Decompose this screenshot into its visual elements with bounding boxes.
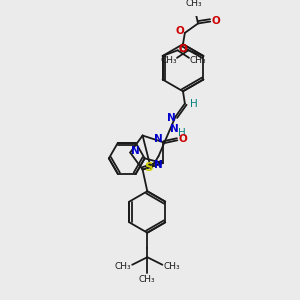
Text: H: H [178,128,186,138]
Text: O: O [176,26,184,36]
Text: CH₃: CH₃ [189,56,206,65]
Text: CH₃: CH₃ [160,56,177,65]
Text: N: N [154,160,162,170]
Text: O: O [179,44,188,54]
Text: CH₃: CH₃ [164,262,180,271]
Text: N: N [154,134,162,144]
Text: N: N [130,146,139,156]
Text: CH₃: CH₃ [139,275,156,284]
Text: H: H [190,100,198,110]
Text: S: S [144,161,152,174]
Text: CH₃: CH₃ [186,0,202,8]
Text: CH₃: CH₃ [115,262,131,271]
Text: O: O [212,16,220,26]
Text: N: N [170,124,179,134]
Text: O: O [178,134,188,144]
Text: O: O [178,44,187,54]
Text: N: N [167,113,176,123]
